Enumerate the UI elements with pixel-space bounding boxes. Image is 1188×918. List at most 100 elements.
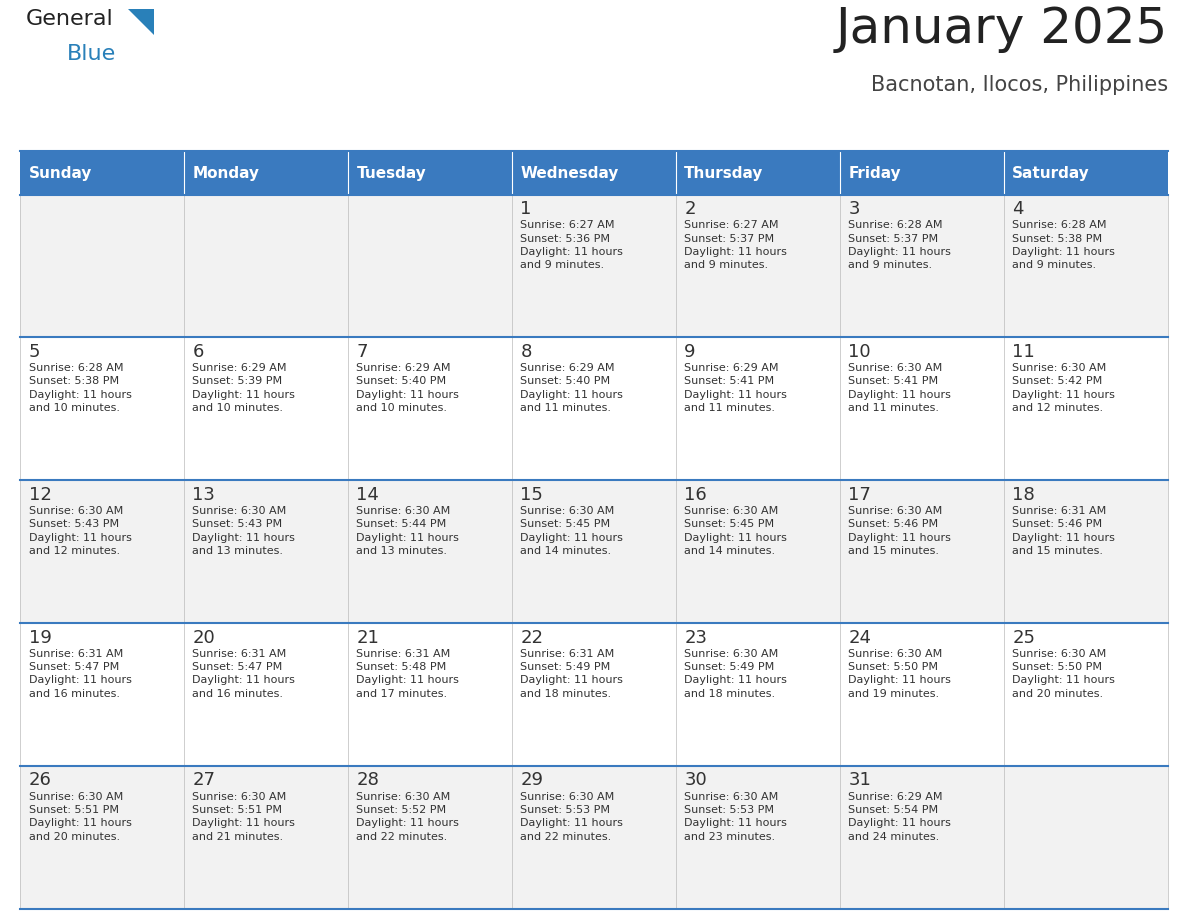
- Text: Daylight: 11 hours: Daylight: 11 hours: [684, 676, 788, 686]
- Text: Daylight: 11 hours: Daylight: 11 hours: [1012, 247, 1116, 257]
- Text: Daylight: 11 hours: Daylight: 11 hours: [520, 676, 624, 686]
- Text: Sunset: 5:38 PM: Sunset: 5:38 PM: [1012, 234, 1102, 243]
- Bar: [20, 338, 184, 480]
- Text: 5: 5: [29, 343, 40, 361]
- Text: Sunrise: 6:30 AM: Sunrise: 6:30 AM: [356, 506, 450, 516]
- Text: Daylight: 11 hours: Daylight: 11 hours: [1012, 390, 1116, 399]
- Text: Sunset: 5:45 PM: Sunset: 5:45 PM: [520, 520, 611, 530]
- Text: Sunset: 5:44 PM: Sunset: 5:44 PM: [356, 520, 447, 530]
- Text: and 13 minutes.: and 13 minutes.: [356, 546, 448, 556]
- Text: Sunrise: 6:31 AM: Sunrise: 6:31 AM: [356, 649, 450, 659]
- Text: 3: 3: [848, 200, 860, 218]
- Text: Sunset: 5:41 PM: Sunset: 5:41 PM: [684, 376, 775, 386]
- Text: Sunset: 5:43 PM: Sunset: 5:43 PM: [192, 520, 283, 530]
- Bar: [512, 623, 676, 766]
- Text: Daylight: 11 hours: Daylight: 11 hours: [356, 532, 460, 543]
- Text: 6: 6: [192, 343, 204, 361]
- Text: Sunrise: 6:30 AM: Sunrise: 6:30 AM: [1012, 649, 1106, 659]
- Text: 24: 24: [848, 629, 871, 646]
- Text: 21: 21: [356, 629, 379, 646]
- Text: 23: 23: [684, 629, 707, 646]
- Text: and 14 minutes.: and 14 minutes.: [684, 546, 776, 556]
- Bar: [20, 480, 184, 623]
- Bar: [20, 623, 184, 766]
- Text: and 13 minutes.: and 13 minutes.: [192, 546, 284, 556]
- Text: Daylight: 11 hours: Daylight: 11 hours: [848, 532, 952, 543]
- Text: and 10 minutes.: and 10 minutes.: [192, 403, 284, 413]
- Bar: [348, 151, 512, 195]
- Text: Sunset: 5:43 PM: Sunset: 5:43 PM: [29, 520, 119, 530]
- Text: Blue: Blue: [67, 44, 115, 64]
- Bar: [348, 338, 512, 480]
- Bar: [840, 766, 1004, 909]
- Text: Bacnotan, Ilocos, Philippines: Bacnotan, Ilocos, Philippines: [871, 75, 1168, 95]
- Text: Sunrise: 6:29 AM: Sunrise: 6:29 AM: [684, 364, 779, 373]
- Text: 15: 15: [520, 486, 543, 504]
- Bar: [512, 480, 676, 623]
- Bar: [676, 151, 840, 195]
- Text: and 18 minutes.: and 18 minutes.: [684, 688, 776, 699]
- Text: and 16 minutes.: and 16 minutes.: [192, 688, 284, 699]
- Text: Saturday: Saturday: [1012, 165, 1089, 181]
- Text: and 12 minutes.: and 12 minutes.: [29, 546, 120, 556]
- Text: Sunset: 5:49 PM: Sunset: 5:49 PM: [520, 662, 611, 672]
- Bar: [348, 623, 512, 766]
- Text: 14: 14: [356, 486, 379, 504]
- Text: Sunset: 5:47 PM: Sunset: 5:47 PM: [29, 662, 119, 672]
- Bar: [1004, 623, 1168, 766]
- Bar: [348, 195, 512, 338]
- Text: Sunset: 5:51 PM: Sunset: 5:51 PM: [29, 805, 119, 815]
- Text: Daylight: 11 hours: Daylight: 11 hours: [29, 818, 132, 828]
- Text: 7: 7: [356, 343, 368, 361]
- Text: 22: 22: [520, 629, 543, 646]
- Text: Sunset: 5:37 PM: Sunset: 5:37 PM: [684, 234, 775, 243]
- Bar: [840, 623, 1004, 766]
- Text: 26: 26: [29, 771, 51, 789]
- Text: 1: 1: [520, 200, 532, 218]
- Text: Sunset: 5:37 PM: Sunset: 5:37 PM: [848, 234, 939, 243]
- Text: Daylight: 11 hours: Daylight: 11 hours: [356, 818, 460, 828]
- Bar: [676, 195, 840, 338]
- Text: 18: 18: [1012, 486, 1035, 504]
- Text: Daylight: 11 hours: Daylight: 11 hours: [29, 532, 132, 543]
- Text: and 22 minutes.: and 22 minutes.: [356, 832, 448, 842]
- Text: Sunset: 5:45 PM: Sunset: 5:45 PM: [684, 520, 775, 530]
- Text: Sunrise: 6:27 AM: Sunrise: 6:27 AM: [684, 220, 779, 230]
- Text: Sunrise: 6:30 AM: Sunrise: 6:30 AM: [1012, 364, 1106, 373]
- Bar: [1004, 766, 1168, 909]
- Text: 12: 12: [29, 486, 51, 504]
- Text: Sunrise: 6:31 AM: Sunrise: 6:31 AM: [192, 649, 286, 659]
- Text: and 11 minutes.: and 11 minutes.: [848, 403, 940, 413]
- Text: and 20 minutes.: and 20 minutes.: [1012, 688, 1104, 699]
- Text: Sunrise: 6:29 AM: Sunrise: 6:29 AM: [520, 364, 615, 373]
- Text: Sunset: 5:53 PM: Sunset: 5:53 PM: [684, 805, 775, 815]
- Text: Daylight: 11 hours: Daylight: 11 hours: [520, 247, 624, 257]
- Text: Daylight: 11 hours: Daylight: 11 hours: [356, 390, 460, 399]
- Text: Daylight: 11 hours: Daylight: 11 hours: [29, 676, 132, 686]
- Text: and 15 minutes.: and 15 minutes.: [848, 546, 940, 556]
- Polygon shape: [128, 9, 154, 35]
- Text: Thursday: Thursday: [684, 165, 764, 181]
- Text: Sunrise: 6:30 AM: Sunrise: 6:30 AM: [848, 506, 942, 516]
- Text: Sunrise: 6:30 AM: Sunrise: 6:30 AM: [29, 791, 122, 801]
- Text: Wednesday: Wednesday: [520, 165, 619, 181]
- Text: Sunrise: 6:29 AM: Sunrise: 6:29 AM: [356, 364, 451, 373]
- Text: Sunset: 5:54 PM: Sunset: 5:54 PM: [848, 805, 939, 815]
- Bar: [1004, 480, 1168, 623]
- Text: Sunrise: 6:27 AM: Sunrise: 6:27 AM: [520, 220, 615, 230]
- Text: 10: 10: [848, 343, 871, 361]
- Text: Sunset: 5:41 PM: Sunset: 5:41 PM: [848, 376, 939, 386]
- Bar: [184, 766, 348, 909]
- Text: 13: 13: [192, 486, 215, 504]
- Text: Daylight: 11 hours: Daylight: 11 hours: [684, 532, 788, 543]
- Text: Sunset: 5:50 PM: Sunset: 5:50 PM: [1012, 662, 1102, 672]
- Text: and 10 minutes.: and 10 minutes.: [29, 403, 120, 413]
- Bar: [676, 623, 840, 766]
- Text: Daylight: 11 hours: Daylight: 11 hours: [848, 676, 952, 686]
- Text: 31: 31: [848, 771, 871, 789]
- Text: Sunrise: 6:29 AM: Sunrise: 6:29 AM: [192, 364, 287, 373]
- Bar: [184, 338, 348, 480]
- Text: 16: 16: [684, 486, 707, 504]
- Text: January 2025: January 2025: [835, 5, 1168, 52]
- Bar: [840, 338, 1004, 480]
